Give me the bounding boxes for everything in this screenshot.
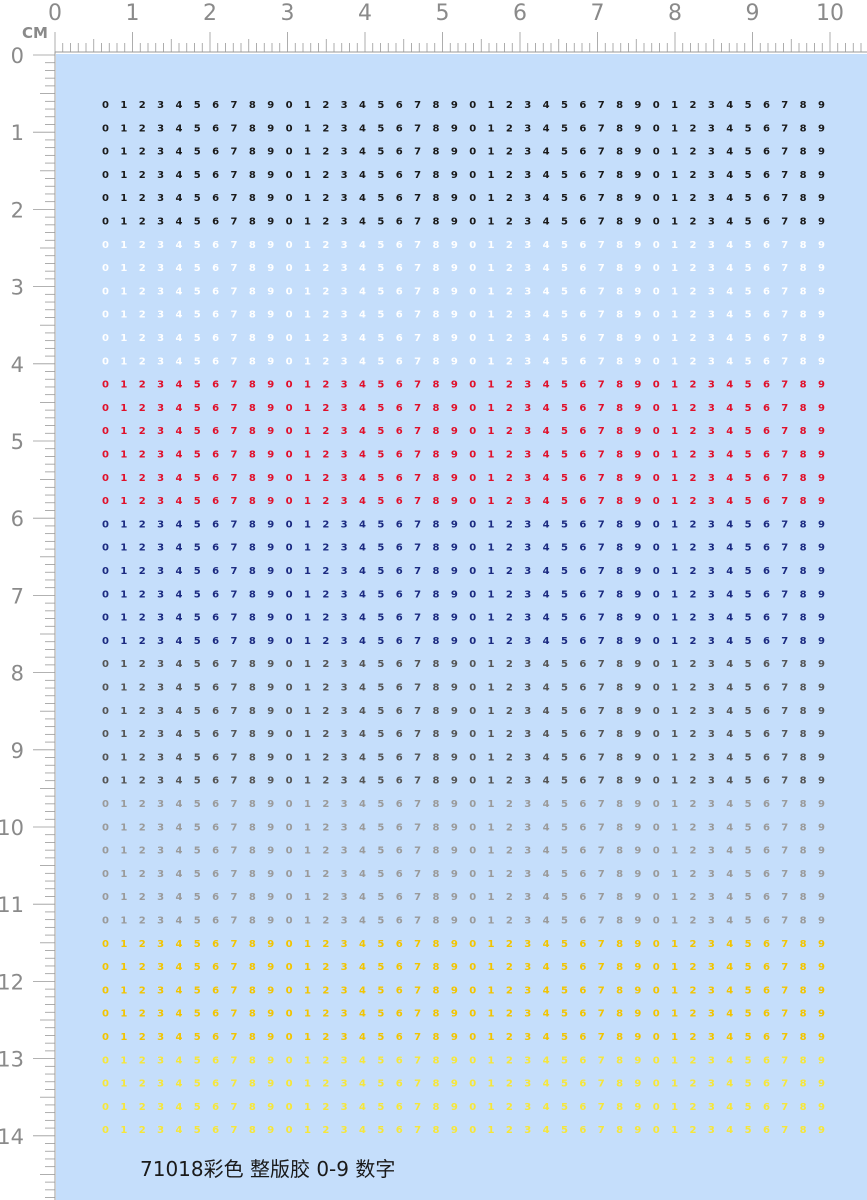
ruler-label: 9: [11, 739, 24, 763]
ruler-label: 11: [0, 893, 24, 917]
ruler-label: 5: [436, 1, 450, 26]
unit-label: CM: [22, 24, 48, 42]
ruler-label: 7: [11, 584, 24, 608]
ruler-label: 0: [11, 44, 24, 68]
sheet-background: [56, 54, 867, 1200]
ruler-label: 9: [746, 1, 760, 26]
ruler-label: 7: [591, 1, 605, 26]
ruler-label: 3: [11, 276, 24, 300]
ruler-label: 14: [0, 1125, 24, 1149]
ruler-label: 3: [281, 1, 295, 26]
ruler-label: 1: [11, 121, 24, 145]
ruler-label: 12: [0, 970, 24, 994]
ruler-label: 2: [11, 198, 24, 222]
ruler-label: 4: [358, 1, 372, 26]
ruler-label: 10: [816, 1, 844, 26]
ruler-label: 4: [11, 353, 24, 377]
ruler-label: 0: [48, 1, 62, 26]
ruler-label: 5: [11, 430, 24, 454]
caption: 71018彩色 整版胶 0-9 数字: [140, 1157, 395, 1181]
ruler-label: 10: [0, 816, 24, 840]
ruler-label: 6: [513, 1, 527, 26]
ruler-label: 8: [668, 1, 682, 26]
ruler-label: 2: [203, 1, 217, 26]
ruler-label: 8: [11, 662, 24, 686]
ruler-label: 1: [126, 1, 140, 26]
ruler-label: 6: [11, 507, 24, 531]
ruler-label: 13: [0, 1048, 24, 1072]
